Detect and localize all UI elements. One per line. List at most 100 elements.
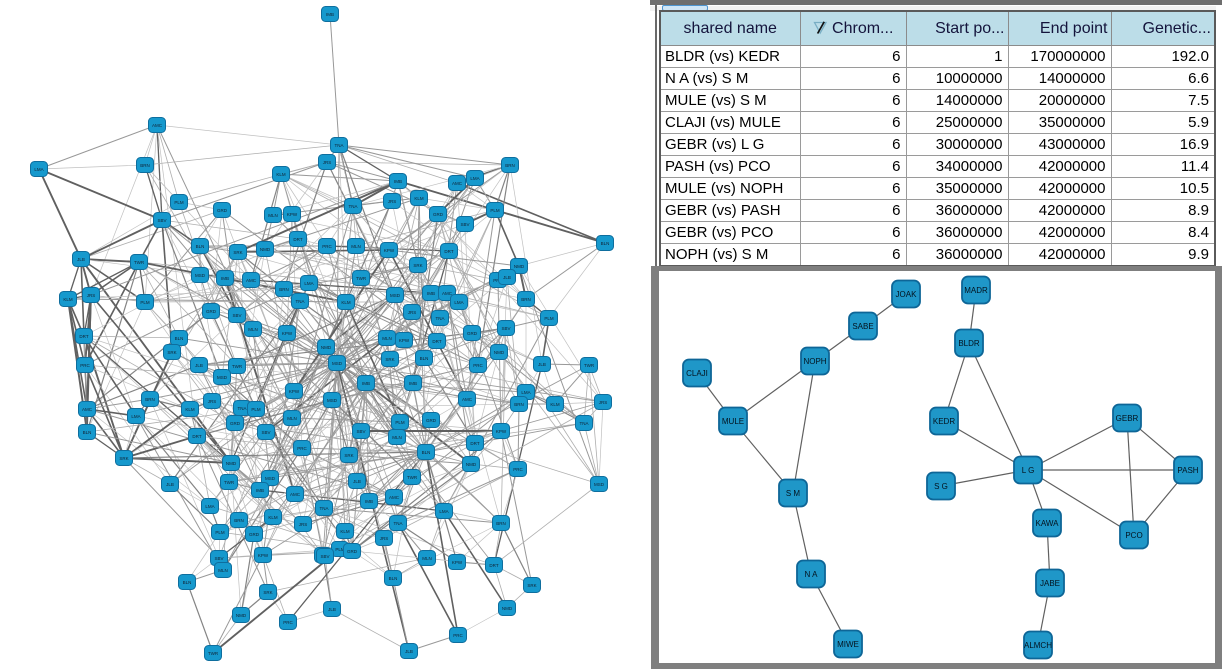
svg-text:JRS: JRS	[299, 522, 308, 527]
svg-text:TNA: TNA	[296, 299, 305, 304]
svg-text:TNA: TNA	[580, 421, 589, 426]
svg-text:GRD: GRD	[217, 208, 228, 213]
svg-text:MSD: MSD	[332, 361, 343, 366]
svg-text:SRK: SRK	[527, 583, 536, 588]
svg-text:BLDR: BLDR	[958, 339, 980, 348]
svg-text:TWR: TWR	[356, 276, 367, 281]
svg-text:JRS: JRS	[323, 160, 332, 165]
svg-text:LMA: LMA	[205, 504, 214, 509]
svg-text:MULE: MULE	[722, 417, 744, 426]
svg-text:BRN: BRN	[514, 402, 524, 407]
svg-text:DRT: DRT	[470, 441, 479, 446]
svg-text:NMD: NMD	[260, 247, 271, 252]
svg-text:NOPH: NOPH	[803, 357, 826, 366]
svg-text:TNA: TNA	[349, 204, 358, 209]
svg-text:TNA: TNA	[436, 316, 445, 321]
svg-text:MSD: MSD	[594, 482, 605, 487]
svg-text:KLM: KLM	[276, 172, 286, 177]
svg-text:BRN: BRN	[505, 163, 515, 168]
svg-text:NMD: NMD	[236, 613, 247, 618]
svg-text:DRT: DRT	[432, 339, 441, 344]
svg-text:JLB: JLB	[195, 363, 203, 368]
svg-text:TWR: TWR	[232, 364, 243, 369]
svg-text:BRN: BRN	[279, 287, 289, 292]
svg-text:MLN: MLN	[287, 416, 297, 421]
svg-text:PLM: PLM	[140, 300, 150, 305]
svg-text:DRT: DRT	[79, 334, 88, 339]
svg-text:KPW: KPW	[452, 560, 463, 565]
svg-text:LMA: LMA	[521, 390, 530, 395]
svg-text:JLB: JLB	[328, 607, 336, 612]
svg-text:PLM: PLM	[395, 420, 405, 425]
svg-text:SRK: SRK	[233, 250, 242, 255]
svg-text:SBV: SBV	[261, 430, 270, 435]
svg-text:BLN: BLN	[183, 580, 192, 585]
svg-text:AMC: AMC	[452, 181, 463, 186]
svg-text:MLN: MLN	[382, 336, 392, 341]
svg-text:BLN: BLN	[420, 356, 429, 361]
svg-text:IMB: IMB	[409, 381, 417, 386]
svg-text:TWR: TWR	[208, 651, 219, 656]
svg-text:JLB: JLB	[405, 649, 413, 654]
svg-text:GRD: GRD	[230, 421, 241, 426]
svg-text:TNA: TNA	[394, 521, 403, 526]
svg-text:IMB: IMB	[394, 179, 402, 184]
svg-text:TNA: TNA	[335, 143, 344, 148]
svg-text:GRD: GRD	[347, 549, 358, 554]
svg-text:NMD: NMD	[321, 345, 332, 350]
svg-text:AMC: AMC	[152, 123, 163, 128]
svg-text:SBV: SBV	[214, 556, 223, 561]
svg-text:ALMCH: ALMCH	[1024, 641, 1052, 650]
svg-text:MSD: MSD	[327, 398, 338, 403]
svg-text:PCO: PCO	[1125, 531, 1142, 540]
svg-text:JRS: JRS	[208, 399, 217, 404]
svg-text:KPW: KPW	[282, 331, 293, 336]
svg-text:BLN: BLN	[389, 576, 398, 581]
svg-text:AMC: AMC	[389, 495, 400, 500]
svg-text:MLN: MLN	[351, 244, 361, 249]
svg-text:BLN: BLN	[196, 244, 205, 249]
svg-text:MADR: MADR	[964, 286, 988, 295]
svg-text:JRS: JRS	[380, 536, 389, 541]
svg-text:SBV: SBV	[232, 313, 241, 318]
svg-text:TNA: TNA	[320, 506, 329, 511]
svg-text:MLN: MLN	[248, 327, 258, 332]
svg-text:PRC: PRC	[322, 244, 332, 249]
svg-text:IMB: IMB	[365, 499, 373, 504]
svg-text:BRN: BRN	[521, 297, 531, 302]
svg-text:KLM: KLM	[414, 196, 424, 201]
svg-text:SRK: SRK	[344, 453, 353, 458]
svg-text:NMD: NMD	[466, 462, 477, 467]
svg-text:IMB: IMB	[256, 488, 264, 493]
svg-text:IMB: IMB	[221, 276, 229, 281]
svg-text:JLB: JLB	[503, 275, 511, 280]
svg-text:TWR: TWR	[407, 475, 418, 480]
svg-text:KLM: KLM	[550, 402, 560, 407]
svg-text:KPW: KPW	[496, 429, 507, 434]
svg-text:JOAK: JOAK	[896, 290, 918, 299]
svg-text:MLN: MLN	[422, 556, 432, 561]
svg-text:S M: S M	[786, 489, 801, 498]
svg-text:GRD: GRD	[206, 309, 217, 314]
svg-text:TWR: TWR	[224, 480, 235, 485]
svg-text:GEBR: GEBR	[1116, 414, 1139, 423]
svg-text:PRC: PRC	[513, 467, 523, 472]
svg-text:PLM: PLM	[335, 547, 345, 552]
svg-text:PRC: PRC	[80, 363, 90, 368]
svg-text:BLN: BLN	[601, 241, 610, 246]
svg-text:TWR: TWR	[134, 260, 145, 265]
svg-text:BRN: BRN	[496, 521, 506, 526]
svg-text:AMC: AMC	[82, 407, 93, 412]
svg-text:LMA: LMA	[34, 167, 43, 172]
svg-text:SRK: SRK	[385, 357, 394, 362]
svg-text:JLB: JLB	[353, 479, 361, 484]
svg-text:AMC: AMC	[246, 278, 257, 283]
svg-text:DRT: DRT	[293, 237, 302, 242]
svg-text:BLN: BLN	[83, 430, 92, 435]
svg-text:JRS: JRS	[599, 400, 608, 405]
svg-text:PLM: PLM	[490, 208, 500, 213]
svg-text:BRN: BRN	[234, 518, 244, 523]
svg-text:JRS: JRS	[408, 310, 417, 315]
svg-text:SBV: SBV	[460, 222, 469, 227]
svg-text:BLN: BLN	[422, 450, 431, 455]
